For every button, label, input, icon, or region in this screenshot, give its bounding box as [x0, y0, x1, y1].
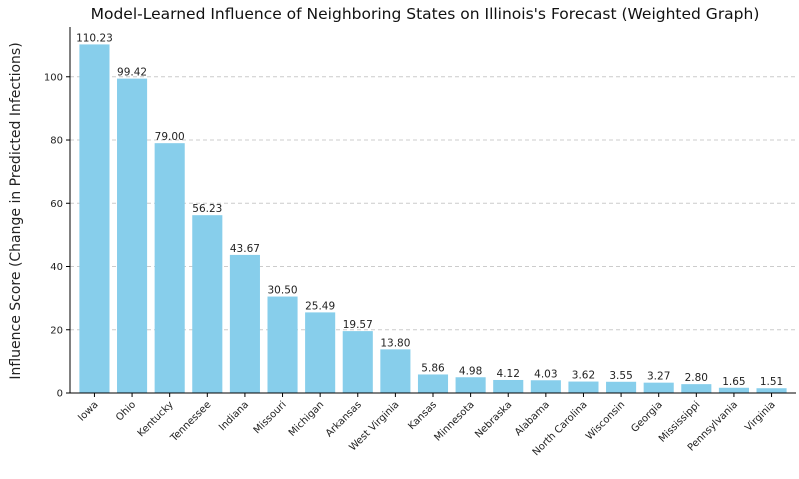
data-label: 99.42: [117, 67, 147, 79]
x-tick-label: Minnesota: [432, 399, 476, 443]
data-label: 3.27: [647, 371, 670, 383]
bar-pennsylvania: [718, 387, 749, 393]
data-label: 19.57: [343, 319, 373, 331]
data-label: 25.49: [305, 300, 335, 312]
data-label: 79.00: [155, 131, 185, 143]
data-label: 1.65: [722, 376, 745, 388]
bar-indiana: [229, 254, 260, 393]
x-tick-label: Georgia: [629, 399, 665, 435]
axes: [66, 27, 796, 397]
x-tick-label: Wisconsin: [584, 399, 627, 442]
data-label: 4.03: [534, 368, 557, 380]
data-label: 4.12: [497, 368, 520, 380]
data-label: 5.86: [421, 362, 445, 374]
x-tick-label: Tennessee: [168, 399, 213, 444]
data-label: 30.50: [268, 285, 298, 297]
bar-west-virginia: [380, 349, 411, 393]
x-tick-label: Virginia: [743, 399, 777, 433]
chart-title: Model-Learned Influence of Neighboring S…: [91, 5, 760, 23]
y-tick-label: 80: [50, 136, 63, 147]
bar-minnesota: [455, 377, 486, 393]
x-tick-label: Indiana: [217, 399, 251, 433]
x-tick-label: Kansas: [406, 399, 439, 432]
data-label: 43.67: [230, 243, 260, 255]
x-tick-label: Kentucky: [136, 399, 176, 439]
y-axis-title: Influence Score (Change in Predicted Inf…: [8, 42, 24, 379]
data-label: 4.98: [459, 365, 482, 377]
data-label: 2.80: [685, 372, 708, 384]
data-label: 13.80: [380, 337, 410, 349]
data-label: 110.23: [76, 32, 113, 44]
bar-alabama: [530, 380, 561, 393]
x-tick-label: Ohio: [114, 399, 138, 423]
bar-georgia: [643, 382, 674, 393]
x-tick-label: Nebraska: [473, 399, 514, 440]
data-label: 3.55: [609, 370, 632, 382]
bars: [79, 44, 787, 394]
bar-mississippi: [681, 384, 712, 393]
y-tick-label: 40: [50, 262, 63, 273]
bar-michigan: [305, 312, 336, 393]
x-tick-label: Michigan: [287, 399, 326, 438]
bar-north-carolina: [568, 381, 599, 393]
y-tick-label: 60: [50, 199, 63, 210]
bar-missouri: [267, 296, 298, 393]
x-tick-label: Iowa: [76, 399, 100, 423]
data-label: 3.62: [572, 370, 595, 382]
bar-kentucky: [154, 143, 185, 393]
y-tick-label: 100: [44, 72, 63, 83]
bar-wisconsin: [606, 381, 637, 393]
bar-iowa: [79, 44, 110, 394]
bar-virginia: [756, 388, 787, 393]
x-tick-label: Arkansas: [324, 399, 364, 439]
x-tick-label: Alabama: [513, 399, 552, 438]
x-tick-label: Missouri: [252, 399, 289, 436]
data-label: 56.23: [192, 203, 222, 215]
bar-kansas: [417, 374, 449, 393]
y-tick-label: 0: [57, 389, 63, 400]
bar-arkansas: [342, 331, 373, 393]
y-tick-label: 20: [50, 325, 63, 336]
data-label: 1.51: [760, 376, 783, 388]
bar-ohio: [117, 78, 148, 393]
bar-tennessee: [192, 215, 223, 393]
bar-nebraska: [493, 379, 524, 393]
